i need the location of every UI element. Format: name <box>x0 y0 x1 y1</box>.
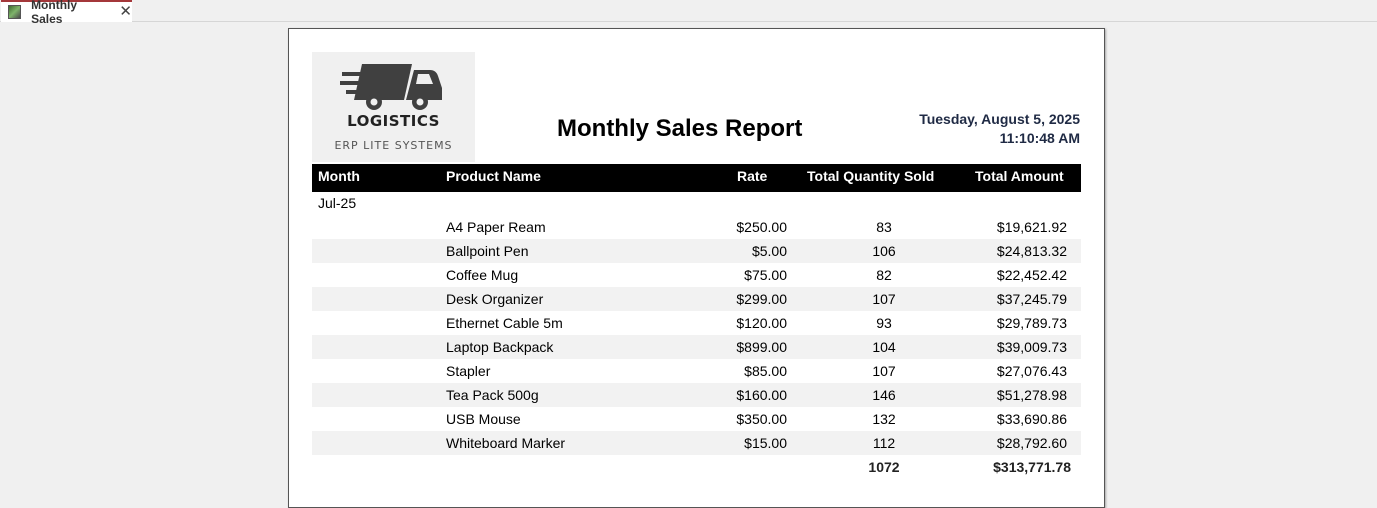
total-amount: $313,771.78 <box>993 459 1071 475</box>
report-title: Monthly Sales Report <box>557 115 803 142</box>
amount: $19,621.92 <box>996 219 1067 235</box>
amount: $51,278.98 <box>996 387 1067 403</box>
product-name: Tea Pack 500g <box>446 387 539 403</box>
report-icon <box>8 5 22 19</box>
quantity: 82 <box>876 267 892 283</box>
table-row: A4 Paper Ream $250.00 83 $19,621.92 <box>312 215 1081 239</box>
amount: $22,452.42 <box>996 267 1067 283</box>
product-name: A4 Paper Ream <box>446 219 546 235</box>
quantity: 107 <box>872 363 896 379</box>
product-name: Ballpoint Pen <box>446 243 529 259</box>
rate: $350.00 <box>736 411 787 427</box>
product-name: USB Mouse <box>446 411 521 427</box>
amount: $27,076.43 <box>996 363 1067 379</box>
report-page: LOGISTICS ERP LITE SYSTEMS Monthly Sales… <box>288 28 1105 508</box>
table-row: USB Mouse $350.00 132 $33,690.86 <box>312 407 1081 431</box>
amount: $29,789.73 <box>996 315 1067 331</box>
rate: $899.00 <box>736 339 787 355</box>
table-row: Ethernet Cable 5m $120.00 93 $29,789.73 <box>312 311 1081 335</box>
table-row: Laptop Backpack $899.00 104 $39,009.73 <box>312 335 1081 359</box>
product-name: Whiteboard Marker <box>446 435 566 451</box>
table-row: Stapler $85.00 107 $27,076.43 <box>312 359 1081 383</box>
rate: $299.00 <box>736 291 787 307</box>
header-product: Product Name <box>446 168 541 184</box>
amount: $39,009.73 <box>996 339 1067 355</box>
rate: $5.00 <box>751 243 787 259</box>
product-name: Ethernet Cable 5m <box>446 315 563 331</box>
table-row: Desk Organizer $299.00 107 $37,245.79 <box>312 287 1081 311</box>
header-rate: Rate <box>737 168 768 184</box>
report-date: Tuesday, August 5, 2025 <box>919 111 1080 127</box>
rate: $250.00 <box>736 219 787 235</box>
quantity: 146 <box>872 387 896 403</box>
quantity: 93 <box>876 315 892 331</box>
rate: $120.00 <box>736 315 787 331</box>
header-amount: Total Amount <box>975 168 1064 184</box>
group-month: Jul-25 <box>318 195 357 211</box>
rate: $75.00 <box>744 267 787 283</box>
amount: $24,813.32 <box>996 243 1067 259</box>
total-quantity: 1072 <box>868 459 900 475</box>
product-name: Coffee Mug <box>446 267 519 283</box>
logo-title: LOGISTICS <box>347 112 440 130</box>
product-name: Desk Organizer <box>446 291 544 307</box>
amount: $37,245.79 <box>996 291 1067 307</box>
rate: $160.00 <box>736 387 787 403</box>
quantity: 83 <box>876 219 892 235</box>
totals-row: 1072 $313,771.78 <box>312 455 1081 479</box>
tab-monthly-sales[interactable]: Monthly Sales ✕ <box>1 0 132 26</box>
product-name: Stapler <box>446 363 491 379</box>
quantity: 104 <box>872 339 896 355</box>
rate: $85.00 <box>744 363 787 379</box>
table-row: Ballpoint Pen $5.00 106 $24,813.32 <box>312 239 1081 263</box>
report-datetime: Tuesday, August 5, 2025 11:10:48 AM <box>919 110 1080 148</box>
rate: $15.00 <box>744 435 787 451</box>
table-body: A4 Paper Ream $250.00 83 $19,621.92 Ballpoi… <box>312 215 1081 479</box>
close-icon[interactable]: ✕ <box>119 3 132 20</box>
document-tab-bar: Monthly Sales ✕ <box>0 0 1377 26</box>
table-header: Month Product Name Rate Total Quantity S… <box>312 164 1081 192</box>
product-name: Laptop Backpack <box>446 339 554 355</box>
table-row: Coffee Mug $75.00 82 $22,452.42 <box>312 263 1081 287</box>
report-time: 11:10:48 AM <box>999 130 1080 146</box>
amount: $33,690.86 <box>996 411 1067 427</box>
company-logo: LOGISTICS ERP LITE SYSTEMS <box>312 52 475 162</box>
quantity: 132 <box>872 411 896 427</box>
table-row: Tea Pack 500g $160.00 146 $51,278.98 <box>312 383 1081 407</box>
logo-subtitle: ERP LITE SYSTEMS <box>334 139 453 152</box>
tab-label: Monthly Sales <box>31 0 78 26</box>
quantity: 107 <box>872 291 896 307</box>
header-month: Month <box>318 168 360 184</box>
amount: $28,792.60 <box>996 435 1067 451</box>
quantity: 112 <box>872 435 896 451</box>
header-qty: Total Quantity Sold <box>807 168 935 184</box>
table-row: Whiteboard Marker $15.00 112 $28,792.60 <box>312 431 1081 455</box>
truck-icon <box>340 64 442 110</box>
quantity: 106 <box>872 243 896 259</box>
